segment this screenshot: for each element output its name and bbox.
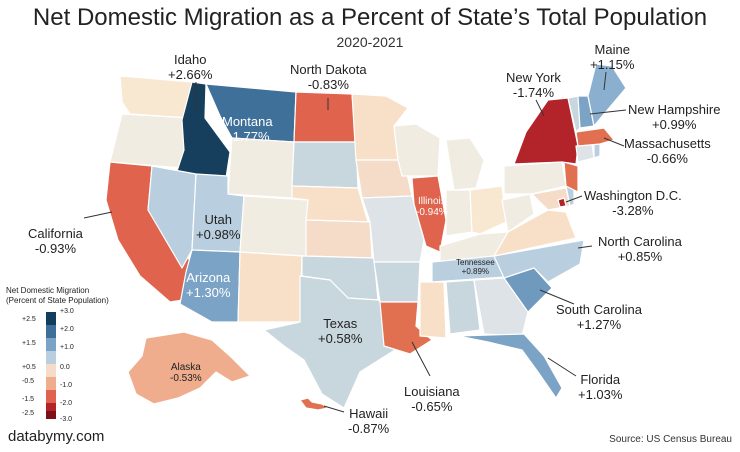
leader-maine xyxy=(603,71,607,91)
state-alaska xyxy=(127,331,251,405)
label-new-hampshire: New Hampshire +0.99% xyxy=(628,102,721,132)
label-new-york: New York -1.74% xyxy=(506,70,561,100)
label-california: California -0.93% xyxy=(28,226,83,256)
state-colorado xyxy=(239,195,309,257)
state-texas xyxy=(263,275,399,409)
label-texas: Texas +0.58% xyxy=(318,316,363,346)
label-utah: Utah +0.98% xyxy=(196,212,241,242)
state-connecticut xyxy=(575,143,595,163)
leader-washington-dc xyxy=(565,195,583,203)
state-new-jersey xyxy=(563,161,579,193)
label-south-carolina: South Carolina +1.27% xyxy=(556,302,642,332)
legend-right-tick: 0.0 xyxy=(60,364,70,371)
legend-right-tick: +2.0 xyxy=(60,326,74,333)
state-north-dakota xyxy=(293,91,357,143)
legend-left-tick: +1.5 xyxy=(22,340,36,347)
state-indiana xyxy=(445,189,473,237)
label-arizona: Arizona +1.30% xyxy=(186,270,231,300)
state-florida xyxy=(457,333,563,399)
state-virginia xyxy=(493,209,577,257)
leader-new-hampshire xyxy=(589,109,627,115)
state-west-virginia xyxy=(501,193,535,233)
label-north-carolina: North Carolina +0.85% xyxy=(598,234,682,264)
label-hawaii: Hawaii -0.87% xyxy=(348,406,390,436)
label-idaho: Idaho +2.66% xyxy=(168,52,213,82)
state-michigan xyxy=(445,137,485,191)
state-new-york xyxy=(513,97,579,165)
chart-subtitle: 2020-2021 xyxy=(336,34,404,50)
label-tennessee: Tennessee +0.89% xyxy=(456,258,495,276)
state-alabama xyxy=(445,279,481,335)
state-mississippi xyxy=(419,281,447,339)
label-north-dakota: North Dakota -0.83% xyxy=(290,62,367,92)
legend-colorbar xyxy=(46,312,56,419)
label-washington-dc: Washington D.C. -3.28% xyxy=(584,188,682,218)
state-maine xyxy=(587,63,627,127)
label-louisiana: Louisiana -0.65% xyxy=(404,384,460,414)
legend-left-tick: -2.5 xyxy=(22,410,35,417)
state-louisiana xyxy=(379,301,433,355)
legend-left-tick: +0.5 xyxy=(22,364,36,371)
legend-right-tick: -2.0 xyxy=(60,400,73,407)
state-massachusetts xyxy=(575,127,615,147)
source-note: Source: US Census Bureau xyxy=(609,434,732,445)
state-georgia xyxy=(473,277,529,337)
label-illinois: Illinois -0.94% xyxy=(416,196,448,218)
label-maine: Maine +1.15% xyxy=(590,42,635,72)
label-massachusetts: Massachusetts -0.66% xyxy=(624,136,711,166)
state-wisconsin xyxy=(393,123,441,177)
state-ohio xyxy=(469,185,507,235)
brand-text: databymy.com xyxy=(8,428,105,445)
leader-massachusetts xyxy=(603,137,625,147)
state-north-carolina xyxy=(493,239,585,283)
leader-new-york xyxy=(535,99,545,117)
leader-florida xyxy=(547,357,577,377)
state-south-dakota xyxy=(291,141,359,189)
legend-title: Net Domestic Migration (Percent of State… xyxy=(6,286,109,305)
legend-left-tick: -0.5 xyxy=(22,378,35,385)
label-florida: Florida +1.03% xyxy=(578,372,623,402)
legend-left-tick: -1.5 xyxy=(22,396,35,403)
chart-title: Net Domestic Migration as a Percent of S… xyxy=(32,4,708,31)
leader-hawaii xyxy=(323,405,345,413)
legend-right-tick: +3.0 xyxy=(60,308,74,315)
state-wyoming xyxy=(227,137,295,199)
state-arkansas xyxy=(373,261,421,303)
label-alaska: Alaska -0.53% xyxy=(170,362,202,384)
legend-right-tick: +1.0 xyxy=(60,344,74,351)
legend-right-tick: -1.0 xyxy=(60,382,73,389)
state-hawaii xyxy=(299,397,329,411)
state-rhode-island xyxy=(593,143,601,159)
label-montana: Montana +1.77% xyxy=(222,114,273,144)
state-kansas xyxy=(305,219,373,259)
state-new-mexico xyxy=(237,251,303,323)
legend-left-tick: +2.5 xyxy=(22,316,36,323)
state-dc xyxy=(557,197,567,208)
state-washington xyxy=(119,75,193,119)
leader-california xyxy=(83,211,113,219)
leader-north-carolina xyxy=(577,245,593,249)
state-nevada xyxy=(147,165,197,269)
legend-right-tick: -3.0 xyxy=(60,416,73,423)
leader-south-carolina xyxy=(539,289,575,305)
state-oregon xyxy=(109,113,191,169)
leader-louisiana xyxy=(411,341,431,377)
